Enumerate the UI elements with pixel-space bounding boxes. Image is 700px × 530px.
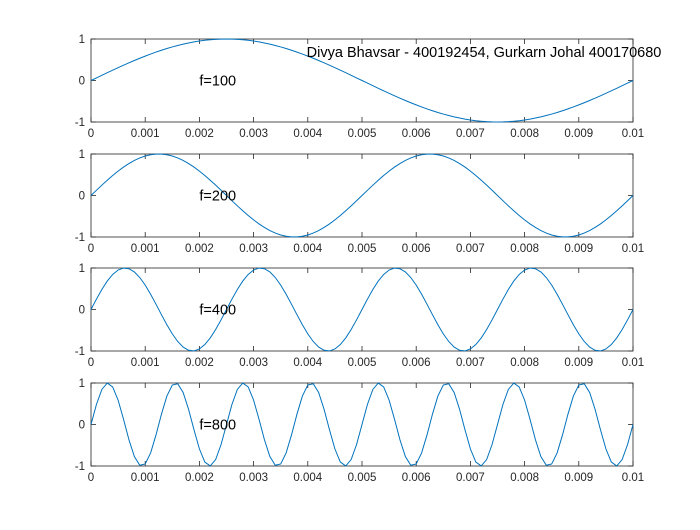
x-tick-label: 0.003	[239, 472, 268, 484]
x-tick-label: 0.005	[348, 243, 377, 255]
x-tick-label: 0.01	[622, 472, 644, 484]
x-tick-label: 0.004	[293, 128, 322, 140]
frequency-annotation: f=400	[199, 303, 236, 319]
x-tick-label: 0.008	[510, 472, 539, 484]
x-tick-label: 0.009	[564, 128, 593, 140]
x-tick-label: 0.001	[131, 357, 160, 369]
x-tick-label: 0	[88, 128, 94, 140]
y-tick-label: 1	[79, 378, 85, 390]
x-tick-label: 0.002	[185, 243, 214, 255]
x-tick-label: 0.008	[510, 357, 539, 369]
y-tick-label: 0	[79, 191, 85, 203]
y-tick-label: 1	[79, 34, 85, 46]
figure-title: Divya Bhavsar - 400192454, Gurkarn Johal…	[307, 45, 662, 61]
subplot-f800: 0 0.001 0.002 0.003 0.004 0.005 0.006 0.007 0.00…	[75, 378, 644, 484]
y-tick-label: 0	[79, 76, 85, 88]
y-tick-label: 1	[79, 263, 85, 275]
x-tick-label: 0.001	[131, 128, 160, 140]
x-tick-label: 0.001	[131, 472, 160, 484]
x-tick-label: 0.009	[564, 357, 593, 369]
x-tick-label: 0.003	[239, 128, 268, 140]
x-tick-label: 0.01	[622, 243, 644, 255]
x-tick-label: 0.009	[564, 472, 593, 484]
x-tick-label: 0.008	[510, 128, 539, 140]
x-tick-label: 0.007	[456, 243, 485, 255]
series-line-f400	[90, 267, 634, 352]
x-tick-label: 0.01	[622, 357, 644, 369]
x-tick-label: 0.004	[293, 472, 322, 484]
x-tick-label: 0.003	[239, 357, 268, 369]
x-tick-label: 0.001	[131, 243, 160, 255]
series-line-f800	[90, 382, 634, 467]
y-tick-label: -1	[75, 346, 85, 358]
frequency-annotation: f=200	[199, 189, 236, 205]
x-tick-label: 0.002	[185, 128, 214, 140]
x-tick-label: 0.006	[402, 357, 431, 369]
x-tick-label: 0.008	[510, 243, 539, 255]
x-tick-label: 0	[88, 472, 94, 484]
x-tick-label: 0.006	[402, 472, 431, 484]
frequency-annotation: f=100	[199, 74, 236, 90]
y-tick-label: -1	[75, 117, 85, 129]
x-tick-label: 0	[88, 357, 94, 369]
x-tick-label: 0.01	[622, 128, 644, 140]
y-tick-label: 0	[79, 420, 85, 432]
x-tick-label: 0.009	[564, 243, 593, 255]
x-tick-label: 0.003	[239, 243, 268, 255]
x-tick-label: 0.005	[348, 472, 377, 484]
subplot-f400: 0 0.001 0.002 0.003 0.004 0.005 0.006 0.007 0.00…	[75, 263, 644, 369]
x-tick-label: 0.002	[185, 357, 214, 369]
y-tick-label: 1	[79, 149, 85, 161]
subplot-f200: 0 0.001 0.002 0.003 0.004 0.005 0.006 0.007 0.00…	[75, 149, 644, 255]
x-tick-label: 0	[88, 243, 94, 255]
x-tick-label: 0.004	[293, 357, 322, 369]
y-tick-label: 0	[79, 305, 85, 317]
x-tick-label: 0.006	[402, 243, 431, 255]
series-line-f200	[90, 153, 634, 238]
y-tick-label: -1	[75, 461, 85, 473]
y-tick-label: -1	[75, 232, 85, 244]
frequency-annotation: f=800	[199, 418, 236, 434]
x-tick-label: 0.005	[348, 128, 377, 140]
x-tick-label: 0.006	[402, 128, 431, 140]
x-tick-label: 0.002	[185, 472, 214, 484]
x-tick-label: 0.007	[456, 357, 485, 369]
subplot-f100: 0 0.001 0.002 0.003 0.004 0.005 0.006 0.007 0.00…	[75, 34, 644, 140]
x-tick-label: 0.005	[348, 357, 377, 369]
series-line-f100	[90, 38, 634, 123]
x-tick-label: 0.007	[456, 472, 485, 484]
x-tick-label: 0.004	[293, 243, 322, 255]
x-tick-label: 0.007	[456, 128, 485, 140]
